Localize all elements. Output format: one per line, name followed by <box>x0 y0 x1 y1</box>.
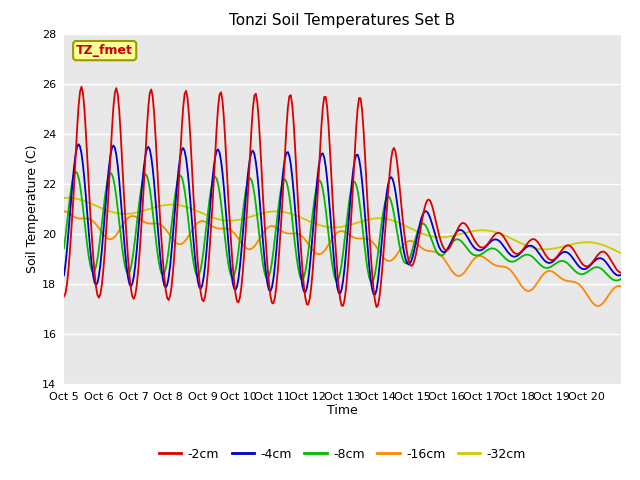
Legend: -2cm, -4cm, -8cm, -16cm, -32cm: -2cm, -4cm, -8cm, -16cm, -32cm <box>154 443 531 466</box>
Text: TZ_fmet: TZ_fmet <box>76 44 133 57</box>
Y-axis label: Soil Temperature (C): Soil Temperature (C) <box>26 144 39 273</box>
X-axis label: Time: Time <box>327 405 358 418</box>
Title: Tonzi Soil Temperatures Set B: Tonzi Soil Temperatures Set B <box>229 13 456 28</box>
